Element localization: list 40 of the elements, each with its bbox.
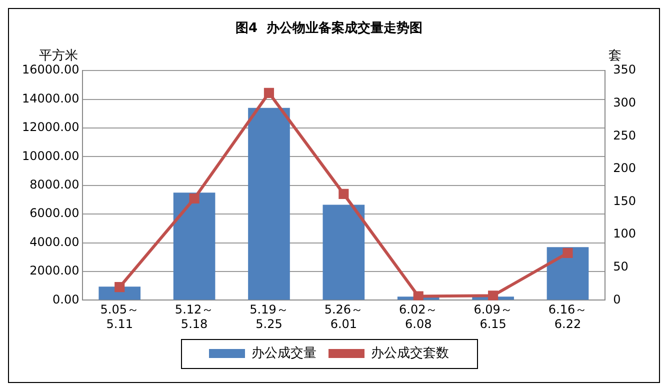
y-tick-label: 6000.00 (30, 206, 80, 220)
point (264, 88, 274, 98)
y2-tick-label: 0 (613, 292, 621, 306)
y2-tick-label: 150 (613, 194, 636, 208)
chart-title: 图4 办公物业备案成交量走势图 (235, 20, 423, 36)
x-tick-label: 5.26～6.01 (324, 302, 364, 331)
y2-tick-label: 350 (613, 62, 636, 77)
legend-label: 办公成交量 (252, 344, 316, 361)
y-tick-label: 2000.00 (30, 264, 80, 278)
y2-tick-label: 250 (613, 128, 636, 142)
x-tick-label: 6.02～6.08 (399, 302, 438, 331)
bar (322, 204, 365, 300)
x-tick-label: 5.19～5.25 (250, 302, 288, 331)
bar (248, 108, 290, 300)
y2-axis-title: 套 (608, 48, 622, 64)
y-tick-label: 16000.00 (22, 62, 80, 77)
point (488, 290, 498, 300)
x-tick-label: 5.05～5.11 (100, 302, 139, 331)
y2-tick-label: 200 (613, 161, 636, 176)
point (413, 291, 424, 300)
bar (546, 247, 589, 300)
point (114, 282, 125, 292)
y-tick-label: 8000.00 (30, 178, 80, 192)
y-tick-label: 0.00 (52, 292, 80, 306)
y2-tick-label: 100 (613, 226, 636, 241)
point (338, 188, 349, 199)
y-axis-title: 平方米 (39, 47, 78, 64)
bar (173, 192, 216, 300)
x-tick-label: 5.12～5.18 (174, 302, 214, 331)
y-tick-label: 4000.00 (30, 234, 80, 249)
x-tick-label: 6.09～6.15 (474, 302, 512, 331)
x-tick-label: 6.16～6.22 (548, 302, 588, 331)
y2-tick-label: 50 (613, 260, 628, 274)
point (562, 248, 573, 258)
point (189, 193, 200, 204)
y2-tick-label: 300 (613, 96, 636, 110)
legend-label: 办公成交套数 (371, 344, 449, 361)
y-tick-label: 10000.00 (22, 148, 80, 163)
y-tick-label: 14000.00 (22, 91, 80, 106)
y-tick-label: 12000.00 (22, 120, 80, 134)
